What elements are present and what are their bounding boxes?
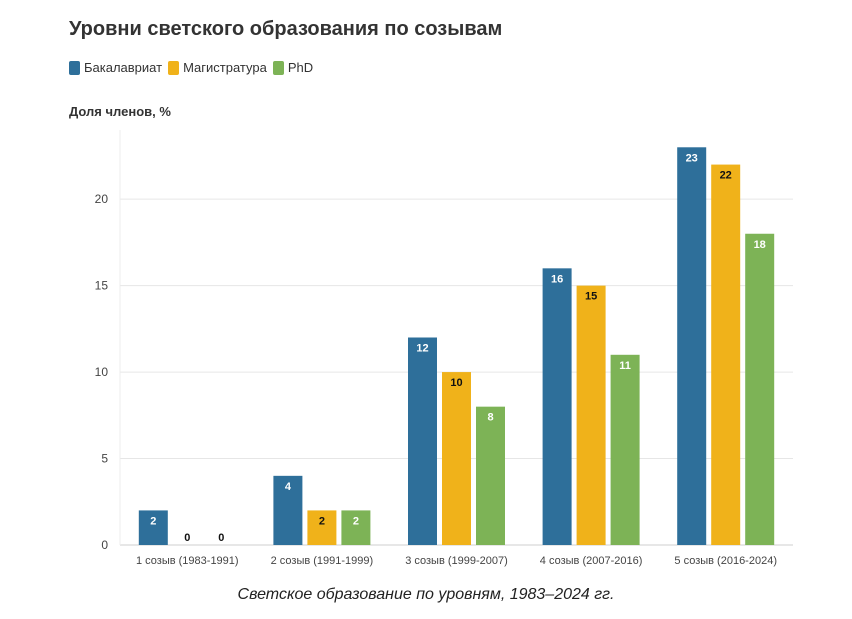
data-label: 23: [686, 152, 698, 164]
y-tick-label: 15: [95, 279, 109, 293]
data-label: 15: [585, 291, 597, 303]
data-label: 4: [285, 481, 292, 493]
y-tick-label: 0: [101, 538, 108, 552]
x-tick-label: 3 созыв (1999-2007): [405, 555, 508, 567]
data-label: 2: [353, 515, 359, 527]
data-label: 11: [619, 360, 631, 372]
bar: [408, 338, 437, 546]
bar: [543, 268, 572, 545]
data-label: 10: [450, 377, 462, 389]
bar: [476, 407, 505, 545]
bar: [677, 147, 706, 545]
data-label: 16: [551, 273, 563, 285]
bar-chart: 0510152020 01 созыв (1983-1991)42 22 созыв…: [0, 0, 852, 619]
chart-caption: Светское образование по уровням, 1983–20…: [0, 586, 852, 604]
bar: [611, 355, 640, 545]
bar: [745, 234, 774, 545]
x-tick-label: 2 созыв (1991-1999): [271, 555, 374, 567]
data-label: 8: [487, 412, 493, 424]
data-label: 0: [218, 532, 224, 544]
y-tick-label: 5: [101, 452, 108, 466]
data-label: 18: [754, 239, 766, 251]
x-tick-label: 1 созыв (1983-1991): [136, 555, 239, 567]
data-label: 0: [184, 532, 190, 544]
data-label: 2: [150, 515, 156, 527]
bar: [577, 286, 606, 545]
bar: [442, 372, 471, 545]
x-tick-label: 4 созыв (2007-2016): [540, 555, 643, 567]
data-label: 22: [720, 170, 732, 182]
y-tick-label: 10: [95, 365, 109, 379]
data-label: 2: [319, 515, 325, 527]
bar: [711, 165, 740, 545]
data-label: 12: [416, 343, 428, 355]
y-tick-label: 20: [95, 192, 109, 206]
x-tick-label: 5 созыв (2016-2024): [674, 555, 777, 567]
